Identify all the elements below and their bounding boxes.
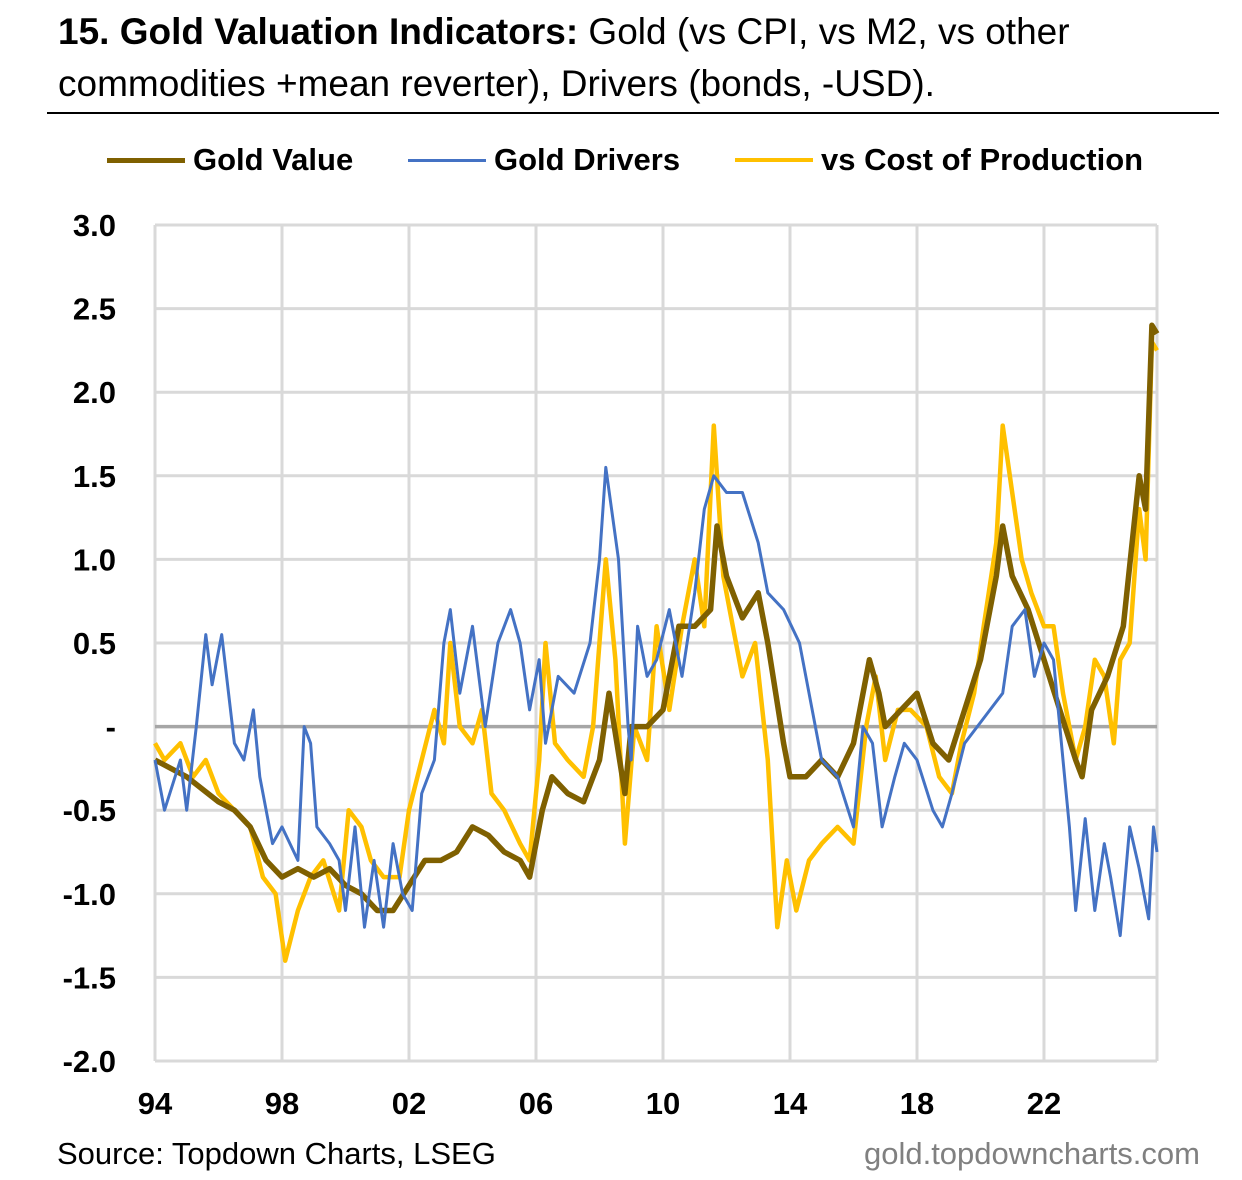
x-tick-label: 14 <box>773 1086 808 1121</box>
watermark: gold.topdowncharts.com <box>863 1136 1200 1171</box>
x-tick-label: 02 <box>392 1086 426 1121</box>
chart-title-bold: 15. Gold Valuation Indicators: <box>58 11 579 52</box>
x-tick-label: 06 <box>519 1086 553 1121</box>
chart-title: 15. Gold Valuation Indicators: Gold (vs … <box>58 6 1228 110</box>
legend-label: vs Cost of Production <box>821 142 1144 177</box>
y-tick-label: -1.0 <box>63 877 116 912</box>
legend-label: Gold Value <box>193 142 354 177</box>
legend-item-gold-value: Gold Value <box>107 142 353 178</box>
legend-item-gold-drivers: Gold Drivers <box>408 142 680 178</box>
series-line-gold-value <box>153 322 1160 914</box>
y-tick-label: 1.0 <box>73 542 116 577</box>
chart-title-rest: Gold (vs CPI, vs M2, vs other commoditie… <box>58 11 1070 104</box>
y-tick-label: 3.0 <box>73 208 116 243</box>
y-tick-label: 1.5 <box>73 459 116 494</box>
x-tick-label: 18 <box>900 1086 934 1121</box>
legend-swatch-gold-value <box>107 157 185 163</box>
source-note: Source: Topdown Charts, LSEG <box>57 1136 496 1171</box>
x-tick-label: 94 <box>138 1086 173 1121</box>
legend-swatch-cost-of-production <box>735 158 813 162</box>
y-tick-label: - <box>106 710 116 745</box>
y-tick-label: 0.5 <box>73 626 116 661</box>
series-line-gold-drivers <box>153 465 1159 938</box>
x-tick-label: 10 <box>646 1086 680 1121</box>
legend-label: Gold Drivers <box>494 142 681 177</box>
legend: Gold Value Gold Drivers vs Cost of Produ… <box>0 142 1242 186</box>
x-tick-label: 22 <box>1027 1086 1061 1121</box>
y-tick-label: -1.5 <box>63 960 116 995</box>
y-tick-label: -2.0 <box>63 1044 116 1079</box>
legend-swatch-gold-drivers <box>408 158 486 162</box>
y-tick-label: -0.5 <box>63 793 116 828</box>
y-tick-label: 2.0 <box>73 375 116 410</box>
title-divider <box>47 112 1219 114</box>
legend-item-cost-of-production: vs Cost of Production <box>735 142 1143 178</box>
x-tick-label: 98 <box>265 1086 299 1121</box>
series-line-vs-cost-of-production <box>153 339 1159 963</box>
y-tick-label: 2.5 <box>73 292 116 327</box>
